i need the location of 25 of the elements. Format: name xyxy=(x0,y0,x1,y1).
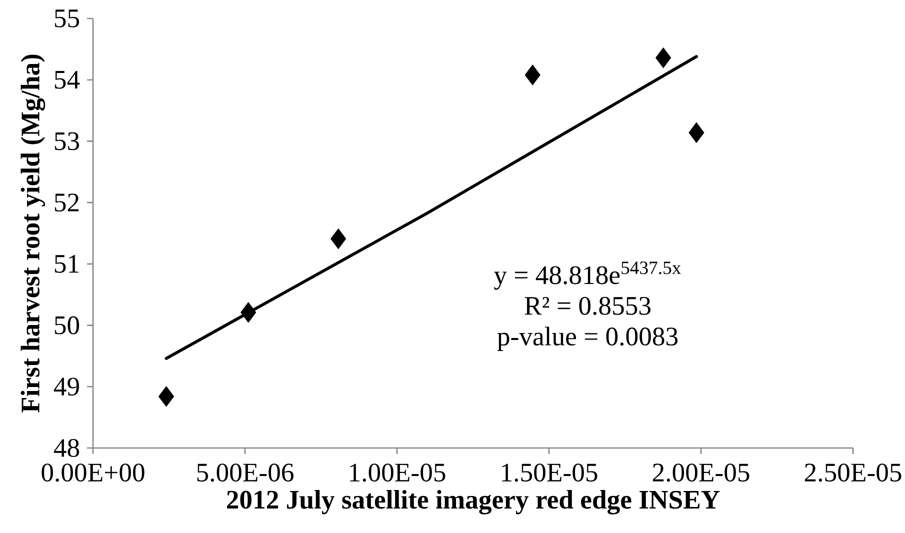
y-tick-label: 54 xyxy=(54,70,80,89)
y-axis-title: First harvest root yield (Mg/ha) xyxy=(20,54,46,413)
x-tick-label: 1.00E-05 xyxy=(350,464,446,482)
point xyxy=(656,48,672,68)
annotation: p-value = 0.0083 xyxy=(497,326,678,351)
x-tick-label: 5.00E-06 xyxy=(197,464,294,482)
point xyxy=(240,302,256,323)
y-tick-label: 50 xyxy=(54,316,80,334)
y-tick-label: 48 xyxy=(54,439,80,457)
annotation: y = 48.818e$^{5437.5x}$ xyxy=(494,262,681,290)
y-tick-label: 51 xyxy=(54,254,78,273)
x-tick-label: 2.00E-05 xyxy=(652,464,750,482)
point xyxy=(158,386,174,407)
y-tick-label: 53 xyxy=(54,132,80,150)
point xyxy=(330,228,346,250)
y-tick-label: 52 xyxy=(54,194,79,212)
x-tick-label: 0.00E+00 xyxy=(42,464,144,482)
y-tick-label: 49 xyxy=(54,378,79,396)
point xyxy=(524,64,540,86)
x-axis-title: 2012 July satellite imagery red edge INSEY xyxy=(227,490,720,514)
x-tick-label: 1.50E-05 xyxy=(502,464,598,482)
y-tick-label: 55 xyxy=(54,10,80,28)
point xyxy=(688,122,704,143)
annotation: R² = 0.8553 xyxy=(524,296,650,315)
x-tick-label: 2.50E-05 xyxy=(804,464,902,482)
